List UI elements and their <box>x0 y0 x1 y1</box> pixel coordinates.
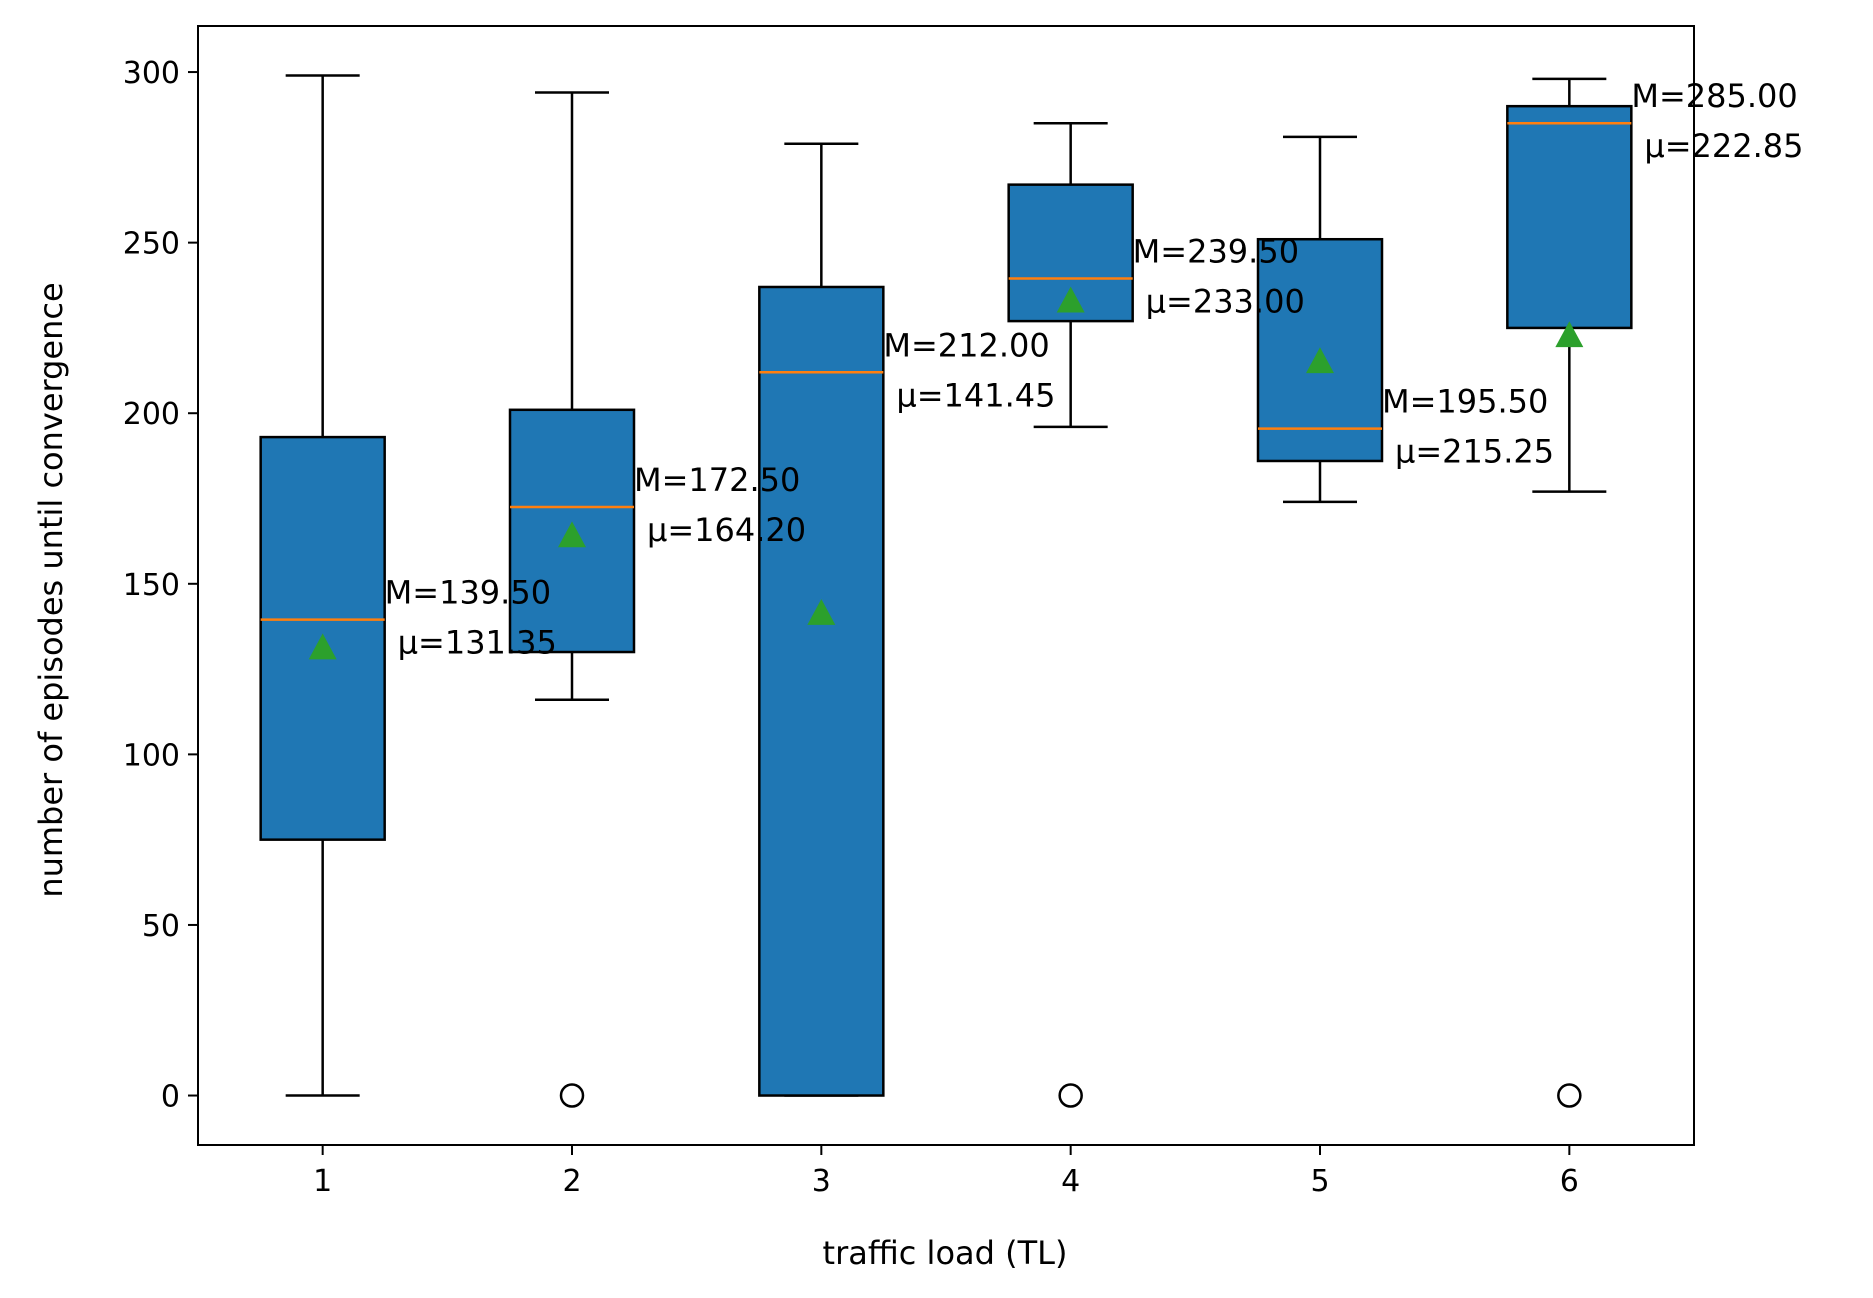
mean-annotation: μ=131.35 <box>398 624 557 662</box>
box-group-2 <box>508 91 636 1108</box>
y-tick-label: 50 <box>142 909 180 944</box>
box-group-1 <box>259 74 386 1097</box>
box-group-4 <box>1007 121 1134 1108</box>
y-tick-label: 200 <box>123 397 180 432</box>
plot-frame <box>197 25 1695 1146</box>
median-annotation: M=139.50 <box>385 574 551 612</box>
mean-annotation: μ=215.25 <box>1395 433 1554 471</box>
box-group-5 <box>1256 135 1384 504</box>
mean-marker <box>308 633 337 660</box>
median-annotation: M=172.50 <box>634 461 800 499</box>
outlier-point <box>1557 1083 1582 1108</box>
x-tick-label: 2 <box>562 1164 581 1199</box>
y-tick-label: 0 <box>161 1080 180 1115</box>
mean-marker <box>1306 347 1334 374</box>
box-iqr <box>1506 104 1633 330</box>
outlier-point <box>559 1083 585 1108</box>
median-annotation: M=212.00 <box>883 326 1049 364</box>
y-axis-label: number of episodes until convergence <box>32 282 70 897</box>
box-iqr <box>758 285 885 1097</box>
x-tick-label: 5 <box>1310 1164 1329 1199</box>
mean-marker <box>1555 321 1584 348</box>
median-annotation: M=285.00 <box>1631 77 1797 115</box>
outlier-point <box>1058 1083 1083 1108</box>
x-tick-label: 6 <box>1560 1164 1579 1199</box>
x-tick-label: 4 <box>1061 1164 1080 1199</box>
mean-annotation: μ=141.45 <box>896 376 1055 414</box>
mean-marker <box>1056 286 1085 313</box>
box-group-6 <box>1506 77 1633 1108</box>
y-tick-label: 300 <box>123 56 180 91</box>
mean-marker <box>807 598 836 625</box>
x-tick-label: 1 <box>313 1164 332 1199</box>
x-axis-label: traffic load (TL) <box>823 1234 1068 1272</box>
y-tick-label: 150 <box>123 568 180 603</box>
mean-annotation: μ=233.00 <box>1146 282 1305 320</box>
y-tick-label: 100 <box>123 738 180 773</box>
box-group-3 <box>758 142 885 1097</box>
median-annotation: M=239.50 <box>1133 232 1299 270</box>
median-annotation: M=195.50 <box>1382 383 1548 421</box>
mean-marker <box>558 521 586 548</box>
mean-annotation: μ=164.20 <box>647 511 806 549</box>
x-tick-label: 3 <box>812 1164 831 1199</box>
mean-annotation: μ=222.85 <box>1644 127 1803 165</box>
y-tick-label: 250 <box>123 227 180 262</box>
